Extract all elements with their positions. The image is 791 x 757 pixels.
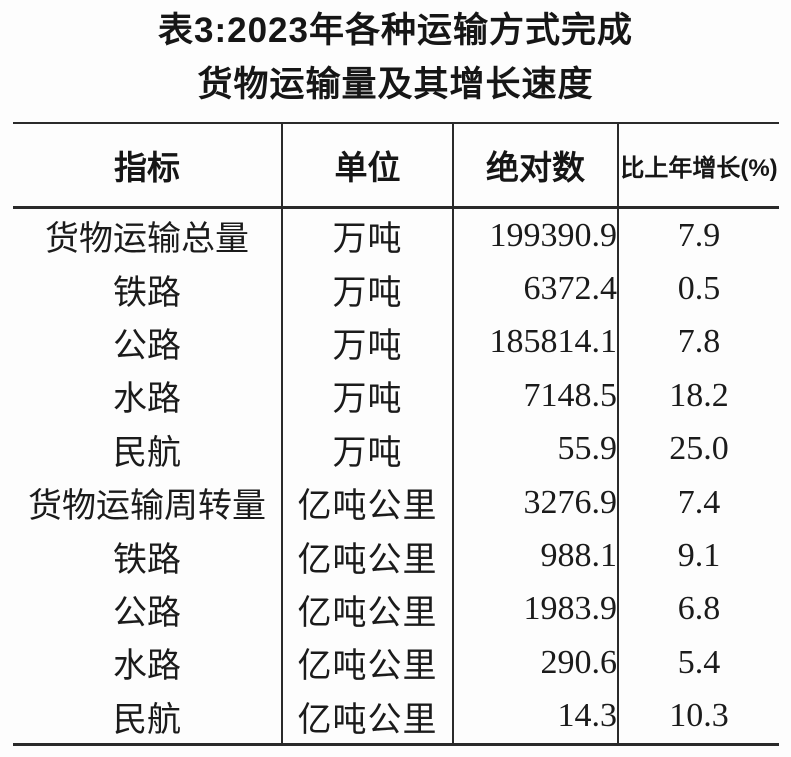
table-row: 民航 万吨 55.9 25.0 bbox=[13, 422, 779, 476]
cell-growth: 7.8 bbox=[677, 323, 721, 361]
table-row: 水路 亿吨公里 290.6 5.4 bbox=[13, 636, 779, 690]
cell-growth: 5.4 bbox=[677, 643, 721, 681]
cell-indicator: 民航 bbox=[13, 689, 283, 746]
cell-unit: 万吨 bbox=[282, 422, 454, 476]
cell-unit: 万吨 bbox=[282, 207, 454, 263]
cell-unit: 万吨 bbox=[282, 369, 454, 423]
cell-indicator: 货物运输总量 bbox=[13, 207, 283, 263]
cell-absolute: 185814.1 bbox=[453, 315, 619, 370]
cell-unit: 亿吨公里 bbox=[282, 529, 454, 583]
title-line-1: 表3:2023年各种运输方式完成 bbox=[158, 11, 633, 50]
cell-absolute: 988.1 bbox=[453, 529, 619, 583]
cell-absolute: 55.9 bbox=[453, 422, 619, 476]
cell-growth: 7.4 bbox=[677, 483, 721, 521]
cell-absolute: 1983.9 bbox=[453, 582, 619, 637]
cell-indicator: 铁路 bbox=[13, 262, 283, 316]
cell-absolute: 7148.5 bbox=[453, 369, 619, 423]
table-row: 公路 万吨 185814.1 7.8 bbox=[13, 315, 779, 370]
cell-indicator: 货物运输周转量 bbox=[13, 475, 283, 530]
cell-growth: 10.3 bbox=[618, 689, 779, 746]
cell-absolute: 6372.4 bbox=[453, 262, 619, 316]
cell-growth: 6.8 bbox=[677, 590, 721, 628]
header-indicator: 指标 bbox=[13, 123, 283, 209]
table-row: 铁路 亿吨公里 988.1 9.1 bbox=[13, 529, 779, 583]
header-absolute: 绝对数 bbox=[453, 123, 619, 209]
cell-indicator: 水路 bbox=[13, 636, 283, 690]
freight-table: 指标 单位 绝对数 比上年增长(%) 货物运输总量 万吨 199390.9 7.… bbox=[13, 122, 779, 746]
cell-absolute: 290.6 bbox=[453, 636, 619, 690]
table-row: 公路 亿吨公里 1983.9 6.8 bbox=[13, 582, 779, 637]
header-row: 指标 单位 绝对数 比上年增长(%) bbox=[13, 123, 779, 209]
cell-absolute: 14.3 bbox=[453, 689, 619, 746]
table-row: 货物运输周转量 亿吨公里 3276.9 7.4 bbox=[13, 475, 779, 530]
cell-absolute: 199390.9 bbox=[453, 207, 619, 263]
table-row: 铁路 万吨 6372.4 0.5 bbox=[13, 262, 779, 316]
cell-growth: 0.5 bbox=[677, 270, 721, 308]
cell-unit: 亿吨公里 bbox=[282, 689, 454, 746]
cell-unit: 亿吨公里 bbox=[282, 582, 454, 637]
table-title: 表3:2023年各种运输方式完成 货物运输量及其增长速度 bbox=[0, 0, 791, 112]
cell-growth: 7.9 bbox=[677, 216, 721, 254]
cell-unit: 亿吨公里 bbox=[282, 475, 454, 530]
title-line-2: 货物运输量及其增长速度 bbox=[197, 65, 594, 104]
cell-indicator: 民航 bbox=[13, 422, 283, 476]
cell-growth: 9.1 bbox=[677, 537, 721, 575]
table-row: 民航 亿吨公里 14.3 10.3 bbox=[13, 689, 779, 746]
cell-growth: 18.2 bbox=[669, 376, 729, 414]
table-row: 水路 万吨 7148.5 18.2 bbox=[13, 369, 779, 423]
header-growth: 比上年增长(%) bbox=[618, 123, 779, 209]
table-body: 货物运输总量 万吨 199390.9 7.9 铁路 万吨 6372.4 0.5 … bbox=[13, 207, 779, 746]
cell-indicator: 公路 bbox=[13, 582, 283, 637]
table-row: 货物运输总量 万吨 199390.9 7.9 bbox=[13, 207, 779, 263]
cell-unit: 万吨 bbox=[282, 315, 454, 370]
cell-absolute: 3276.9 bbox=[453, 475, 619, 530]
cell-unit: 万吨 bbox=[282, 262, 454, 316]
cell-indicator: 水路 bbox=[13, 369, 283, 423]
cell-indicator: 铁路 bbox=[13, 529, 283, 583]
cell-growth: 25.0 bbox=[669, 430, 729, 468]
header-unit: 单位 bbox=[282, 123, 454, 209]
cell-indicator: 公路 bbox=[13, 315, 283, 370]
cell-unit: 亿吨公里 bbox=[282, 636, 454, 690]
